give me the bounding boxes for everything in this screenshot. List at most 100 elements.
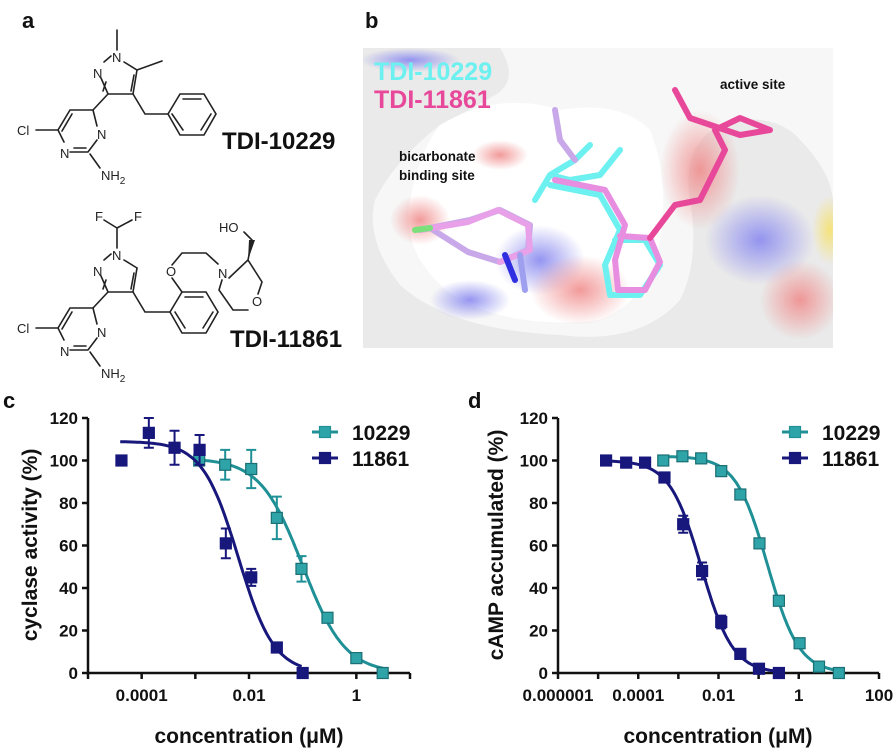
data-point-11861 — [620, 456, 633, 469]
data-point-10229 — [350, 652, 363, 665]
data-point-11861 — [677, 518, 690, 531]
legend-label-10229: 10229 — [352, 422, 410, 445]
protein-surface-render: TDI-10229 TDI-11861 bicarbonate binding … — [363, 48, 833, 348]
data-point-10229 — [793, 637, 806, 650]
atom-nh2: NH2 — [101, 168, 126, 187]
panel-label-c: c — [3, 388, 16, 413]
data-point-11861 — [734, 647, 747, 660]
annotation-active-site: active site — [720, 77, 786, 92]
data-point-11861 — [168, 441, 181, 454]
data-point-10229 — [657, 454, 670, 467]
y-tick-label: 60 — [529, 537, 548, 556]
data-point-10229 — [753, 537, 766, 550]
atom-ho: HO — [219, 220, 239, 235]
atom-f: F — [95, 209, 103, 224]
y-tick-label: 80 — [59, 494, 78, 513]
mol-legend-tdi-10229: TDI-10229 — [374, 58, 492, 86]
atom-o: O — [252, 294, 262, 309]
annotation-bicarbonate-line1: bicarbonate — [399, 149, 476, 164]
atom-n: N — [112, 248, 121, 263]
atom-n: N — [112, 50, 121, 65]
chart-c: 0 20 40 60 80 100 120 0.0001 0.01 1 10229 11861 — [50, 409, 412, 705]
atom-nh2: NH2 — [101, 366, 126, 385]
annotation-bicarbonate-line2: binding site — [399, 168, 475, 183]
panel-label-a: a — [22, 8, 35, 33]
data-point-10229 — [270, 511, 283, 524]
y-tick-label: 100 — [50, 452, 78, 471]
y-tick-label: 60 — [59, 537, 78, 556]
data-point-11861 — [142, 426, 155, 439]
legend-marker-11861 — [788, 451, 802, 465]
atom-f: F — [134, 209, 142, 224]
x-tick-label: 100 — [865, 686, 893, 705]
atom-n: N — [218, 266, 227, 281]
data-point-11861 — [270, 641, 283, 654]
data-point-11861 — [772, 666, 785, 680]
x-axis-title-c: concentration (μM) — [154, 725, 343, 748]
atom-cl: Cl — [17, 123, 29, 138]
data-point-10229 — [295, 562, 308, 575]
data-point-11861 — [715, 615, 728, 629]
data-point-11861 — [658, 471, 671, 484]
data-point-10229 — [321, 611, 334, 624]
data-point-10229 — [734, 488, 747, 501]
compound-name-tdi-10229: TDI-10229 — [222, 128, 336, 155]
data-point-11861 — [296, 666, 309, 680]
atom-o: O — [166, 264, 176, 279]
data-point-10229 — [376, 666, 389, 680]
data-point-10229 — [695, 452, 708, 465]
data-point-11861 — [599, 454, 613, 467]
atom-n: N — [93, 264, 102, 279]
x-tick-label: 0.000001 — [523, 686, 594, 705]
data-point-10229 — [676, 450, 689, 463]
atom-n: N — [93, 66, 102, 81]
y-tick-label: 20 — [529, 622, 548, 641]
mol-legend-tdi-11861: TDI-11861 — [374, 86, 491, 114]
x-tick-label: 0.0001 — [612, 686, 664, 705]
data-point-10229 — [245, 462, 258, 476]
y-tick-label: 40 — [59, 579, 78, 598]
structure-tdi-11861: F F N N Cl N N NH2 O N O HO — [17, 209, 263, 385]
y-tick-label: 0 — [539, 664, 548, 683]
y-tick-label: 0 — [69, 664, 78, 683]
fit-curve-10229 — [199, 458, 384, 670]
panel-label-d: d — [468, 388, 482, 413]
y-tick-label: 20 — [59, 622, 78, 641]
atom-cl: Cl — [17, 321, 29, 336]
x-tick-label: 0.01 — [702, 686, 735, 705]
x-tick-label: 0.01 — [232, 686, 265, 705]
x-tick-label: 0.0001 — [116, 686, 168, 705]
y-axis-title-c: cyclase activity (%) — [19, 449, 42, 642]
atom-n: N — [97, 127, 106, 142]
atom-n: N — [60, 146, 69, 161]
legend-label-10229: 10229 — [822, 422, 880, 445]
y-axis-title-d: cAMP accumulated (%) — [485, 430, 508, 661]
y-tick-label: 100 — [520, 452, 548, 471]
x-tick-label: 1 — [352, 686, 361, 705]
fit-curve-11861 — [120, 440, 303, 668]
legend-label-11861: 11861 — [352, 448, 410, 471]
chart-d: 0 20 40 60 80 100 120 0.000001 0.0001 0.01 1 100 102… — [520, 409, 894, 705]
data-point-11861 — [193, 443, 206, 456]
fit-curve-11861 — [606, 459, 779, 673]
atom-n: N — [60, 344, 69, 359]
data-point-10229 — [715, 465, 728, 478]
data-point-10229 — [772, 594, 785, 607]
data-point-11861 — [219, 537, 232, 550]
legend-marker-10229 — [318, 425, 332, 439]
y-tick-label: 80 — [529, 494, 548, 513]
data-point-11861 — [752, 662, 766, 675]
atom-n: N — [97, 325, 106, 340]
y-tick-label: 120 — [520, 409, 548, 428]
fit-curve-10229 — [663, 455, 840, 673]
data-point-10229 — [832, 666, 845, 680]
structure-tdi-10229: N N Cl N N NH2 — [17, 29, 217, 187]
data-point-11861 — [245, 571, 258, 584]
compound-name-tdi-11861: TDI-11861 — [230, 326, 343, 353]
data-point-11861 — [638, 456, 652, 469]
y-tick-label: 120 — [50, 409, 78, 428]
data-point-10229 — [219, 458, 232, 471]
legend-label-11861: 11861 — [822, 448, 880, 471]
data-point-11861 — [695, 564, 709, 578]
